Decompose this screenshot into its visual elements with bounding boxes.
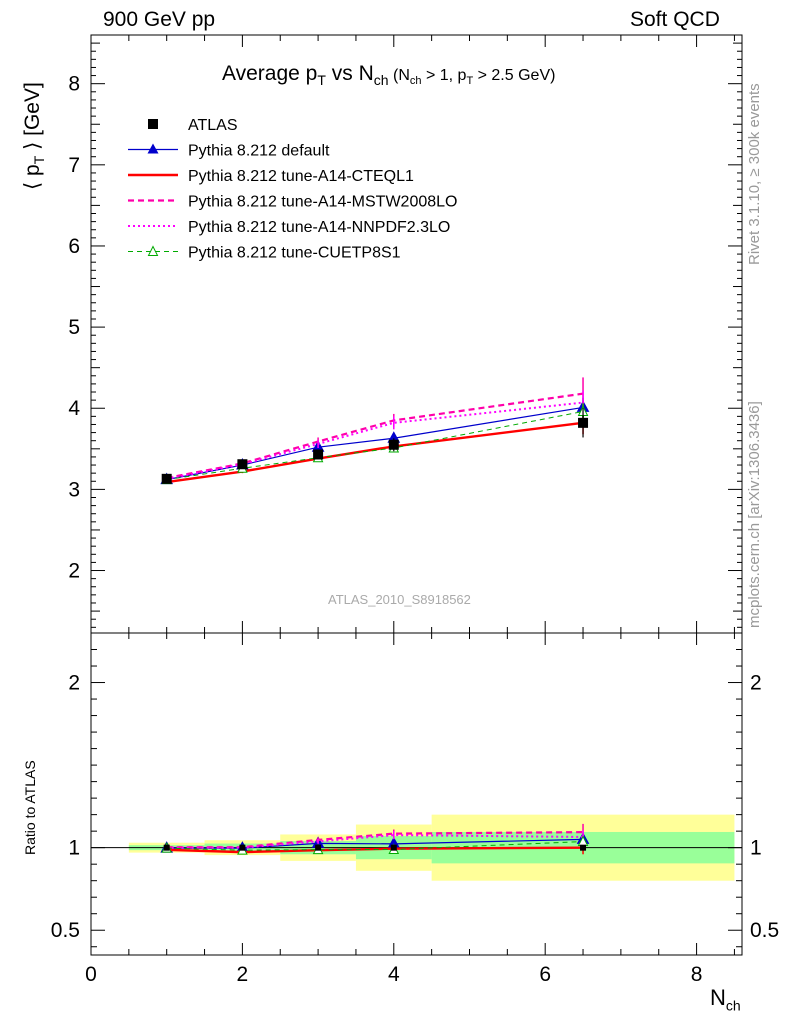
ratio-y-tick-label-right: 2: [750, 672, 762, 695]
xlabel-sub: ch: [725, 997, 741, 1014]
legend-series-label: Pythia 8.212 tune-A14-NNPDF2.3LO: [188, 219, 450, 236]
upper-y-tick-label: 6: [68, 235, 80, 258]
x-tick-label: 6: [539, 963, 551, 986]
xlabel-base: N: [710, 985, 726, 1010]
ratio-data-marker: [315, 844, 322, 851]
upper-y-tick-label: 2: [68, 560, 80, 583]
ratio-y-axis-label: Ratio to ATLAS: [22, 760, 38, 855]
ratio-y-tick-label-left: 2: [68, 672, 80, 695]
rivet-label: Rivet 3.1.10, ≥ 300k events: [746, 83, 763, 265]
title-sub-b: ch: [373, 72, 389, 89]
x-tick-label: 0: [85, 963, 97, 986]
x-axis-label: Nch: [710, 985, 741, 1013]
ratio-y-tick-label-left: 0.5: [51, 919, 80, 942]
x-tick-label: 4: [388, 963, 400, 986]
data-point-marker: [388, 439, 399, 450]
data-point-marker: [237, 459, 248, 470]
process-label: Soft QCD: [630, 8, 720, 31]
title-cond-a: (N: [388, 67, 410, 84]
ratio-y-tick-label-right: 0.5: [750, 919, 779, 942]
upper-y-tick-label: 4: [68, 397, 80, 420]
upper-series-line: [166, 392, 584, 480]
ratio-data-marker: [239, 844, 246, 851]
legend-atlas-label: ATLAS: [188, 117, 238, 134]
upper-y-tick-label: 8: [68, 73, 80, 96]
upper-y-tick-label: 3: [68, 478, 80, 501]
ratio-series-line: [166, 841, 584, 851]
legend-series-label: Pythia 8.212 default: [188, 143, 330, 160]
title-cond-sub2: T: [466, 75, 474, 88]
ratio-y-tick-label-right: 1: [750, 837, 762, 860]
legend-series-marker: [147, 143, 159, 154]
title-part-a: Average p: [222, 62, 318, 85]
data-point-marker: [578, 417, 589, 428]
plot-title: Average pT vs Nch (Nch > 1, pT > 2.5 GeV…: [222, 62, 555, 88]
analysis-id: ATLAS_2010_S8918562: [328, 592, 471, 607]
ratio-data-marker: [580, 844, 587, 851]
title-sub-a: T: [317, 72, 326, 89]
upper-y-tick-label: 7: [68, 154, 80, 177]
ratio-y-tick-label-left: 1: [68, 837, 80, 860]
legend: ATLAS Pythia 8.212 default Pythia 8.212 tu…: [128, 117, 457, 262]
title-cond-b: > 1, p: [421, 67, 467, 84]
upper-series-line: [166, 406, 584, 481]
ratio-data-marker: [390, 844, 397, 851]
title-cond-c: > 2.5 GeV): [473, 67, 556, 84]
data-point-marker: [313, 449, 324, 460]
mcplots-label: mcplots.cern.ch [arXiv:1306.3436]: [746, 401, 763, 628]
upper-series-line: [166, 421, 584, 484]
legend-series-marker: [147, 245, 159, 256]
ratio-frame: [90, 632, 743, 956]
upper-series-line: [166, 410, 584, 481]
title-part-b: vs N: [325, 62, 374, 85]
x-tick-label: 2: [237, 963, 249, 986]
data-point-marker: [161, 473, 172, 484]
title-cond: (Nch > 1, pT > 2.5 GeV): [388, 67, 556, 88]
ylabel-close: ⟩ [GeV]: [21, 82, 44, 156]
ratio-data-marker: [163, 844, 170, 851]
legend-atlas-marker: [148, 119, 158, 129]
legend-series-label: Pythia 8.212 tune-CUETP8S1: [188, 245, 401, 262]
ylabel-open: ⟨ p: [21, 164, 44, 190]
upper-y-tick-label: 5: [68, 316, 80, 339]
ylabel-sub: T: [31, 155, 48, 165]
collision-label: 900 GeV pp: [103, 8, 216, 31]
x-tick-label: 8: [691, 963, 703, 986]
legend-series-label: Pythia 8.212 tune-A14-CTEQL1: [188, 168, 414, 185]
legend-series-label: Pythia 8.212 tune-A14-MSTW2008LO: [188, 194, 457, 211]
upper-y-axis-label: ⟨ pT ⟩ [GeV]: [20, 82, 47, 190]
title-cond-sub: ch: [409, 75, 422, 88]
